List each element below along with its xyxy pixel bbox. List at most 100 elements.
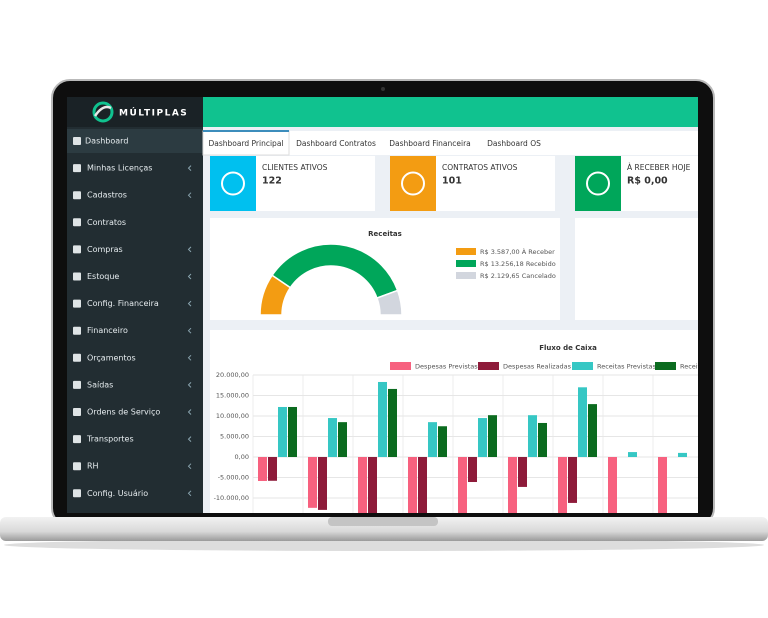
bar — [558, 457, 567, 513]
shadow — [4, 539, 764, 551]
tab[interactable]: Dashboard Principal — [208, 139, 283, 148]
bar — [358, 457, 367, 513]
y-tick-label: -5.000,00 — [218, 474, 249, 482]
legend-swatch — [390, 362, 411, 370]
menu-item: Config. Financeira — [87, 299, 159, 308]
bar — [258, 457, 267, 481]
menu-item: Transportes — [86, 435, 134, 444]
legend-label: Despesas Realizadas — [503, 363, 572, 371]
brand: MÚLTIPLAS — [119, 107, 188, 119]
legend-label: Receitas Realizadas — [680, 363, 745, 371]
bar — [588, 404, 597, 457]
chevron — [187, 490, 192, 497]
y-tick-label: 0,00 — [235, 453, 249, 461]
chevron — [187, 246, 192, 253]
legend-swatch — [456, 248, 476, 255]
card-label: CLIENTES ATIVOS — [262, 163, 328, 172]
card-label: CONTRATOS ATIVOS — [442, 163, 518, 172]
bar — [308, 457, 317, 508]
chevron — [187, 463, 192, 470]
menu-icon — [73, 489, 81, 498]
legend-swatch — [456, 260, 476, 267]
card-icon — [586, 171, 610, 196]
screen: MÚLTIPLAS Receitas Fluxo de Caixa Dashbo… — [67, 97, 745, 513]
logo-icon — [92, 101, 114, 123]
menu-item: Orçamentos — [87, 353, 136, 362]
chevron — [187, 327, 192, 334]
doughnut-slice — [376, 289, 403, 316]
chevron — [187, 273, 192, 280]
tab[interactable]: Dashboard Financeira — [389, 139, 471, 148]
bar — [608, 457, 617, 513]
menu-icon — [73, 353, 81, 362]
card-value: 122 — [262, 176, 282, 187]
bar — [278, 406, 287, 457]
menu-item: Cadastros — [87, 191, 127, 200]
tab[interactable]: Dashboard OS — [487, 139, 541, 148]
chevron — [187, 382, 192, 388]
legend-swatch — [478, 362, 499, 370]
chevron — [187, 436, 192, 442]
card-value: R$ 0,00 — [627, 176, 668, 187]
bar — [318, 457, 327, 510]
menu-icon — [73, 137, 81, 145]
menu-item: RH — [87, 462, 99, 471]
tab[interactable]: Dashboard Contratos — [296, 139, 376, 148]
y-tick-label: -10.000,00 — [214, 494, 249, 502]
menu-item: Contratos — [87, 218, 126, 227]
menu-item: Saídas — [87, 380, 113, 389]
menu-icon — [73, 218, 81, 227]
menu-icon — [73, 164, 81, 173]
menu-item: Dashboard — [85, 137, 128, 146]
bar — [468, 457, 477, 483]
menu-item: Financeiro — [87, 326, 128, 335]
bar — [338, 422, 347, 457]
chart-title: Receitas — [368, 230, 402, 238]
card-icon-box — [575, 156, 621, 211]
y-tick-label: 5.000,00 — [220, 433, 249, 441]
legend-swatch — [456, 272, 476, 279]
bar — [428, 422, 437, 457]
card-label: À RECEBER HOJE — [627, 163, 691, 172]
bar — [408, 457, 417, 513]
bar — [478, 418, 487, 457]
laptop-base — [0, 517, 768, 541]
menu-icon — [73, 245, 81, 254]
card-icon — [221, 171, 245, 196]
bar — [328, 418, 337, 457]
menu-icon — [73, 272, 81, 281]
chevron — [187, 409, 192, 415]
chevron — [187, 300, 192, 307]
chevron — [187, 354, 192, 361]
y-tick-label: 15.000,00 — [216, 392, 249, 400]
bar — [438, 426, 447, 457]
bar — [508, 457, 517, 513]
active-tab — [202, 130, 290, 156]
menu-item: Estoque — [87, 272, 119, 281]
camera — [381, 87, 385, 91]
card-icon-box — [390, 156, 436, 211]
legend-swatch — [572, 362, 593, 370]
bar — [268, 457, 277, 481]
card-icon-box — [210, 156, 256, 211]
legend-label: Receitas Previstas — [597, 363, 656, 371]
bar — [368, 457, 377, 513]
bar — [528, 415, 537, 457]
card-icon — [401, 171, 425, 196]
logo-swoosh — [93, 105, 112, 117]
sidebar — [67, 97, 203, 513]
menu-item: Config. Usuário — [87, 489, 148, 498]
notch — [328, 517, 438, 526]
bar — [538, 422, 547, 457]
logo-bar — [67, 97, 203, 127]
bar — [388, 388, 397, 457]
menu-icon — [73, 435, 81, 444]
legend-swatch — [655, 362, 676, 370]
legend-label: R$ 3.587,00 À Receber — [480, 247, 555, 256]
bar — [628, 452, 637, 457]
chart-title: Fluxo de Caixa — [539, 344, 597, 352]
bar — [288, 406, 297, 457]
menu-item: Ordens de Serviço — [87, 408, 160, 417]
bar — [518, 457, 527, 487]
legend-label: R$ 13.256,18 Recebido — [480, 260, 556, 268]
